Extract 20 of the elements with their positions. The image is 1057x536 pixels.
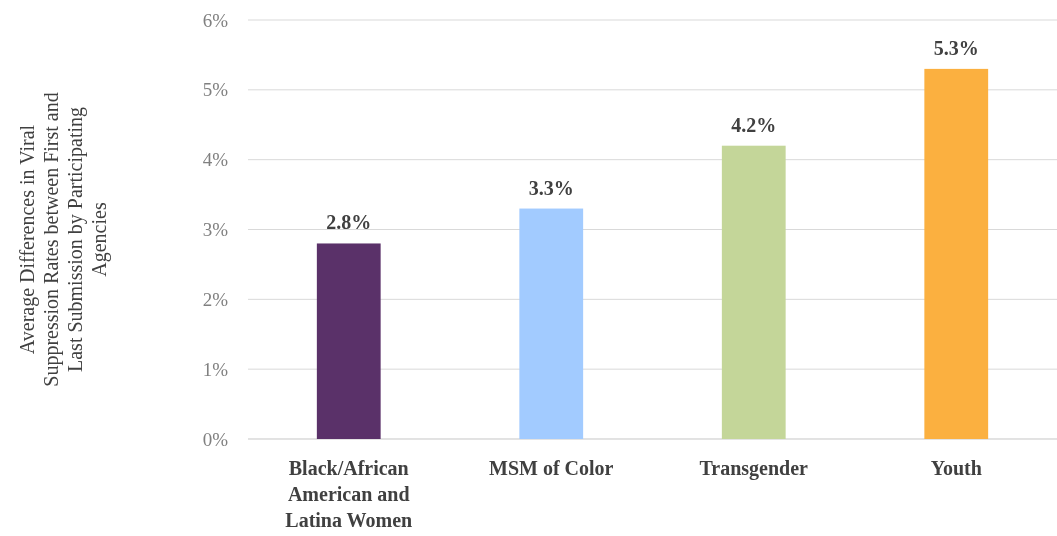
bar: [721, 145, 786, 439]
y-tick-label: 4%: [202, 149, 229, 171]
x-tick-label: MSM of Color: [489, 457, 614, 479]
x-tick-label: Black/African American and Latina Women: [285, 457, 413, 531]
data-label: 3.3%: [528, 176, 574, 199]
bar: [519, 208, 584, 439]
bar: [316, 243, 381, 439]
y-tick-label: 6%: [202, 9, 229, 31]
x-tick-label: Youth: [930, 457, 982, 479]
data-label: 2.8%: [326, 211, 372, 234]
y-tick-label: 1%: [202, 358, 229, 380]
y-tick-label: 0%: [202, 428, 229, 450]
data-label: 5.3%: [933, 36, 979, 59]
y-tick-label: 5%: [202, 79, 229, 101]
y-axis-title: Average Differences in Viral Suppression Rates between First and Last Submission by Participating Agencies: [16, 92, 111, 387]
y-tick-label: 2%: [202, 288, 229, 310]
bar: [924, 68, 989, 439]
x-tick-label: Transgender: [699, 457, 809, 480]
y-tick-label: 3%: [202, 219, 229, 241]
data-label: 4.2%: [731, 113, 777, 136]
